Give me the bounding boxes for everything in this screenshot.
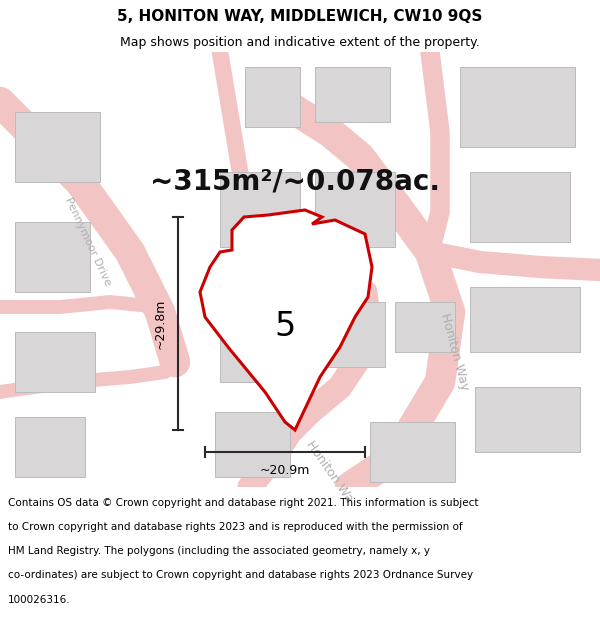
Text: Map shows position and indicative extent of the property.: Map shows position and indicative extent… <box>120 36 480 49</box>
Text: Pennymoor Drive: Pennymoor Drive <box>63 196 113 288</box>
Text: co-ordinates) are subject to Crown copyright and database rights 2023 Ordnance S: co-ordinates) are subject to Crown copyr… <box>8 571 473 581</box>
Bar <box>475 387 580 452</box>
Bar <box>15 417 85 477</box>
Bar <box>395 302 455 352</box>
Bar <box>470 287 580 352</box>
Text: 5: 5 <box>274 311 296 344</box>
Text: to Crown copyright and database rights 2023 and is reproduced with the permissio: to Crown copyright and database rights 2… <box>8 522 463 532</box>
Bar <box>370 422 455 482</box>
Bar <box>220 302 300 382</box>
Bar <box>315 172 395 247</box>
Bar <box>315 67 390 122</box>
Polygon shape <box>200 210 372 430</box>
Text: 5, HONITON WAY, MIDDLEWICH, CW10 9QS: 5, HONITON WAY, MIDDLEWICH, CW10 9QS <box>118 9 482 24</box>
Bar <box>220 172 300 247</box>
Bar <box>310 302 385 367</box>
Text: 100026316.: 100026316. <box>8 594 70 604</box>
Bar <box>15 332 95 392</box>
Text: HM Land Registry. The polygons (including the associated geometry, namely x, y: HM Land Registry. The polygons (includin… <box>8 546 430 556</box>
Bar <box>215 412 290 477</box>
Text: Honiton Way: Honiton Way <box>439 312 472 392</box>
Text: Honiton Wa: Honiton Wa <box>304 439 356 505</box>
Bar <box>245 67 300 127</box>
Bar <box>460 67 575 147</box>
Text: ~29.8m: ~29.8m <box>154 298 167 349</box>
Text: ~315m²/~0.078ac.: ~315m²/~0.078ac. <box>150 168 440 196</box>
Text: Contains OS data © Crown copyright and database right 2021. This information is : Contains OS data © Crown copyright and d… <box>8 498 478 508</box>
Bar <box>15 222 90 292</box>
Text: ~20.9m: ~20.9m <box>260 464 310 476</box>
Bar <box>470 172 570 242</box>
Bar <box>15 112 100 182</box>
